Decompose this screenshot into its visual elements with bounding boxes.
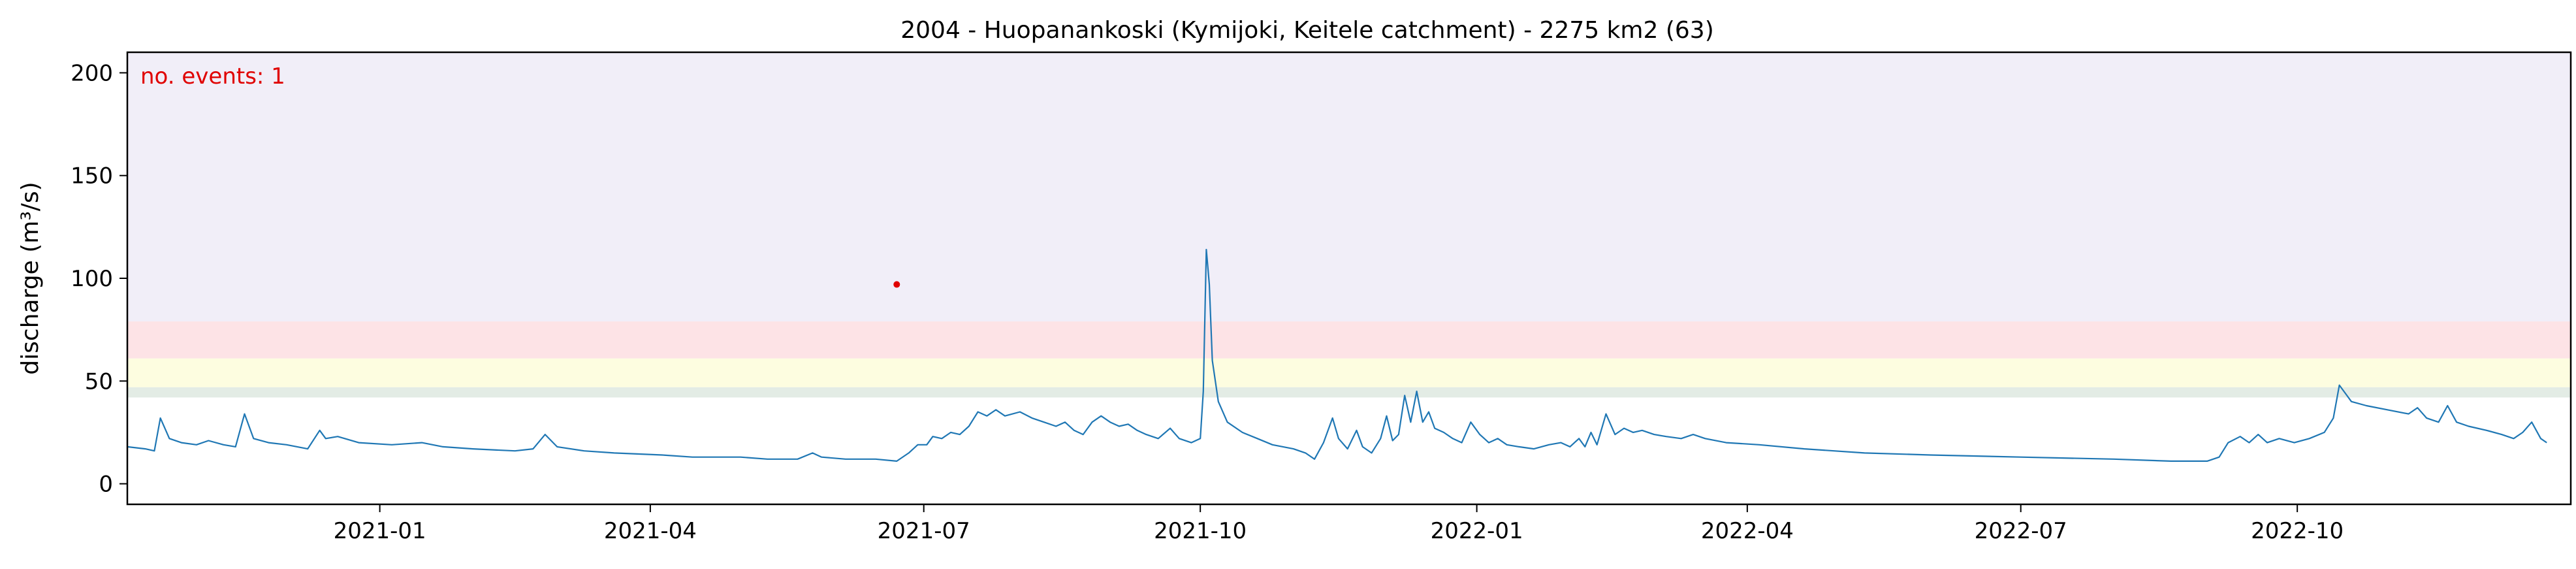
discharge-series-line [127, 248, 2547, 462]
plot-frame [126, 51, 2572, 506]
y-tick-label: 100 [71, 266, 113, 292]
x-tick-label: 2021-04 [604, 518, 697, 544]
y-tick-label: 0 [99, 472, 113, 498]
x-tick-label: 2022-01 [1431, 518, 1523, 544]
threshold-band-2 [127, 321, 2571, 359]
y-tick-label: 150 [71, 163, 113, 189]
x-tick-label: 2021-10 [1154, 518, 1247, 544]
x-tick-label: 2022-07 [1975, 518, 2067, 544]
threshold-band-0 [127, 387, 2571, 398]
threshold-band-1 [127, 358, 2571, 387]
x-tick-label: 2022-10 [2251, 518, 2344, 544]
y-axis: 0 50 100 150 200 [71, 60, 127, 498]
x-tick-label: 2021-01 [334, 518, 426, 544]
threshold-band-3 [127, 52, 2571, 322]
x-tick-label: 2021-07 [878, 518, 970, 544]
plot-area [127, 248, 2547, 462]
chart-title: 2004 - Huopanankoski (Kymijoki, Keitele … [900, 17, 1714, 44]
y-tick-label: 50 [85, 368, 113, 395]
threshold-bands [127, 52, 2571, 398]
y-axis-label: discharge (m³/s) [17, 182, 44, 374]
x-axis: 2021-01 2021-04 2021-07 2021-10 2022-01 2022-… [334, 504, 2344, 544]
events-annotation: no. events: 1 [140, 63, 285, 89]
event-marker [893, 281, 900, 288]
y-tick-label: 200 [71, 60, 113, 86]
x-tick-label: 2022-04 [1701, 518, 1794, 544]
